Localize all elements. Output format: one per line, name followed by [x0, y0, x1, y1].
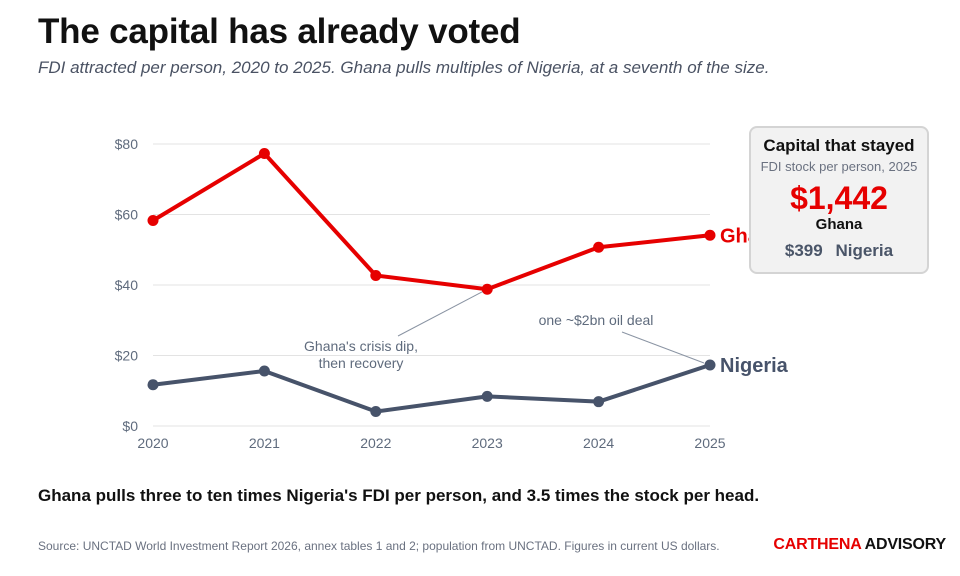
nigeria-stock-label: Nigeria: [835, 241, 894, 260]
nigeria-point: [593, 396, 605, 408]
source-note: Source: UNCTAD World Investment Report 2…: [38, 539, 720, 553]
y-tick-label: $80: [115, 136, 139, 152]
ghana-point: [593, 241, 605, 253]
nigeria-stock-row: $399 Nigeria: [751, 241, 927, 261]
nigeria-line: [151, 363, 712, 414]
nigeria-point: [370, 406, 382, 418]
ghana-stock-value: $1,442: [790, 180, 888, 216]
nigeria-point: [481, 390, 493, 402]
brand-part-advisory: ADVISORY: [860, 536, 947, 553]
brand-part-car: CAR: [773, 536, 808, 553]
y-tick-label: $0: [122, 418, 138, 434]
page-subtitle: FDI attracted per person, 2020 to 2025. …: [38, 58, 770, 77]
x-tick-label: 2025: [694, 435, 725, 451]
nigeria-stock-value: $399: [784, 241, 823, 260]
x-tick-label: 2024: [583, 435, 614, 451]
callout-title: Capital that stayed: [763, 136, 915, 155]
takeaway-text: Ghana pulls three to ten times Nigeria's…: [38, 486, 760, 505]
page-title: The capital has already voted: [38, 12, 521, 51]
y-tick-label: $20: [115, 348, 139, 364]
ghana-point: [481, 283, 493, 295]
nigeria-series-label: Nigeria: [720, 355, 789, 377]
stock-callout-box: Capital that stayed FDI stock per person…: [749, 126, 929, 274]
ghana-point: [370, 269, 382, 281]
annotation-connector: [621, 331, 705, 364]
ghana-line: [151, 151, 712, 292]
brand-part-thena: THENA: [807, 536, 861, 553]
y-tick-label: $40: [115, 277, 139, 293]
nigeria-point: [147, 379, 159, 391]
ghana-stock-label: Ghana: [815, 216, 863, 233]
ghana-point: [258, 148, 270, 160]
annotation-ghana-dip: Ghana's crisis dip, then recovery: [304, 338, 418, 371]
nigeria-point: [704, 359, 716, 371]
ghana-point: [147, 214, 159, 226]
x-tick-label: 2023: [472, 435, 503, 451]
annotation-connector: [397, 288, 488, 337]
y-tick-label: $60: [115, 207, 139, 223]
annotation-oil-deal: one ~$2bn oil deal: [539, 312, 654, 328]
callout-subtitle: FDI stock per person, 2025: [760, 159, 918, 174]
x-tick-label: 2021: [249, 435, 280, 451]
ghana-point: [704, 229, 716, 241]
x-tick-label: 2022: [360, 435, 391, 451]
x-tick-label: 2020: [137, 435, 168, 451]
nigeria-point: [258, 365, 270, 377]
brand-logo: CARTHENA ADVISORY: [773, 536, 946, 554]
